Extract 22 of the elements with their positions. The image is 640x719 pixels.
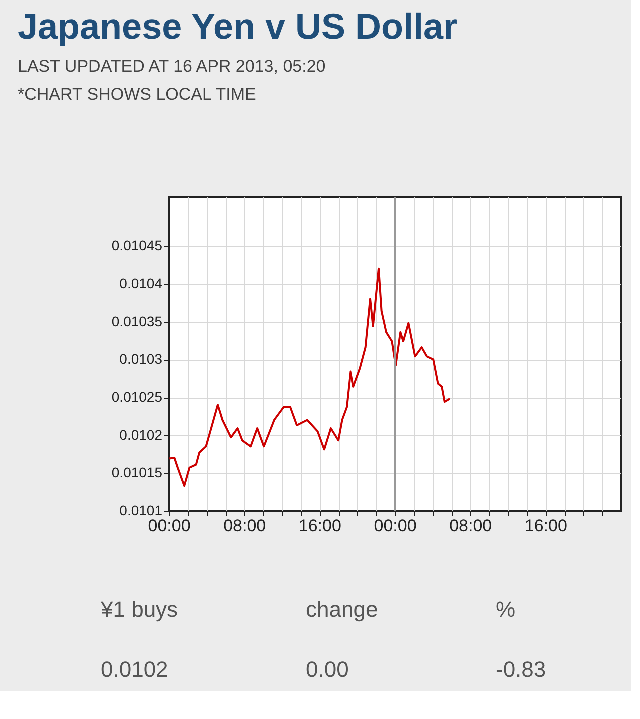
x-tick-label: 00:00: [374, 516, 417, 536]
y-tick-label: 0.0103: [120, 351, 163, 368]
chart-title: Japanese Yen v US Dollar: [18, 6, 458, 47]
y-tick-label: 0.01035: [112, 313, 163, 330]
chart-subtitle: LAST UPDATED AT 16 APR 2013, 05:20 *CHART SHOWS LOCAL TIME: [18, 57, 326, 104]
x-tick-label: 00:00: [148, 516, 191, 536]
text: change: [306, 597, 378, 622]
y-tick-label: 0.01015: [112, 464, 163, 481]
x-tick-label: 08:00: [224, 516, 266, 536]
y-tick-label: 0.0104: [120, 276, 163, 292]
x-tick-label: 08:00: [450, 516, 492, 536]
y-tick-label: 0.01045: [112, 238, 163, 254]
text: 0.00: [306, 657, 349, 682]
line-series: [168, 268, 452, 488]
y-tick-label: 0.0101: [120, 502, 163, 518]
text: -0.83: [496, 657, 546, 682]
x-tick-label: 16:00: [298, 516, 342, 536]
x-tick-label: 16:00: [524, 516, 568, 536]
text: %: [496, 597, 516, 622]
y-tick-label: 0.01025: [112, 389, 163, 406]
text: ¥1 buys: [100, 597, 178, 622]
y-tick-label: 0.0102: [120, 426, 163, 443]
